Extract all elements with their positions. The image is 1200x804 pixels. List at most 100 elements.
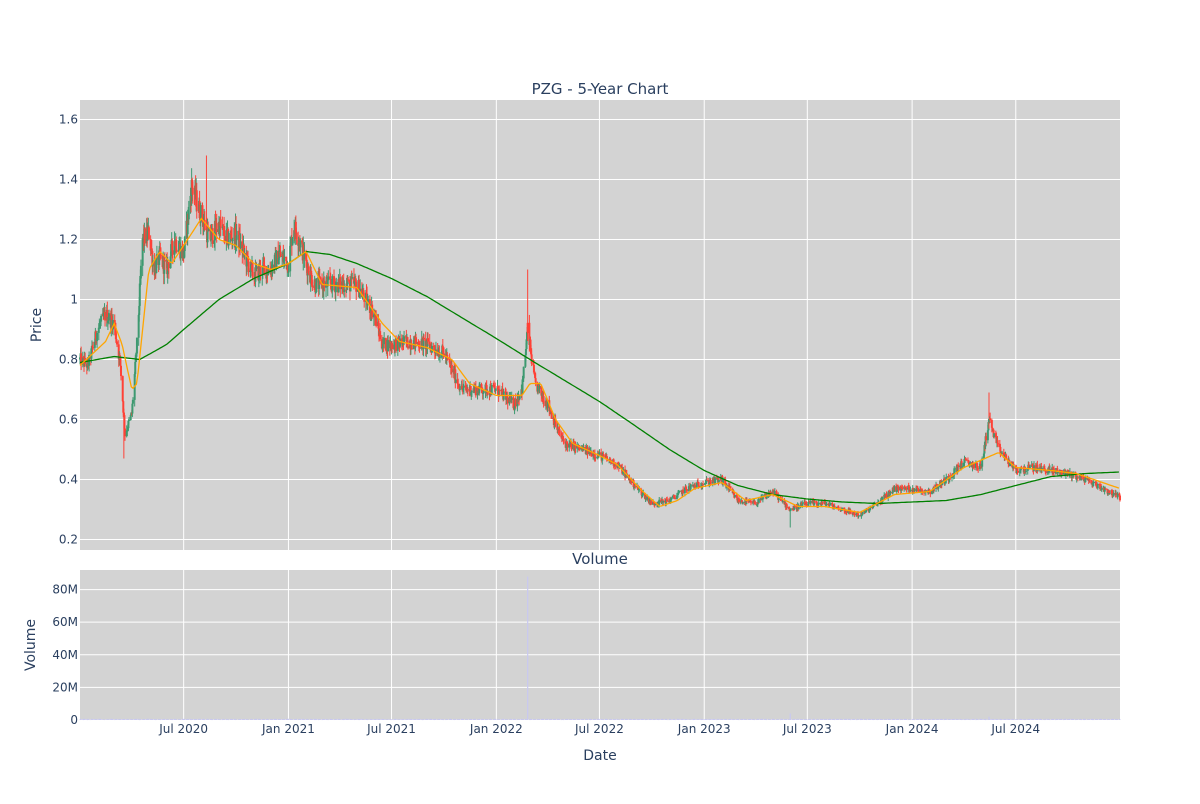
volume-bar <box>240 719 242 720</box>
volume-bar <box>435 718 437 720</box>
volume-bar <box>732 718 734 720</box>
volume-bar <box>197 718 200 720</box>
volume-bar <box>822 718 824 720</box>
volume-bar <box>220 719 222 720</box>
candle-body <box>532 363 535 366</box>
candle-body <box>705 479 708 483</box>
candle-body <box>318 276 321 278</box>
volume-bar <box>152 719 154 720</box>
candle-body <box>282 253 285 262</box>
candle-body <box>404 336 407 338</box>
candle-body <box>86 360 89 368</box>
candle-body <box>119 357 122 366</box>
candle-body <box>166 262 169 275</box>
candle-body <box>383 338 386 345</box>
candle-body <box>845 511 848 513</box>
price-panel: 0.2 0.4 0.6 0.8 1 1.2 1.4 1.6 PZG - 5-Year Char… <box>29 80 1121 550</box>
candle-body <box>437 354 440 356</box>
x-tick-label: Jan 2024 <box>885 722 939 736</box>
candle-body <box>397 336 400 342</box>
candle-body <box>736 497 739 501</box>
volume-bar <box>433 719 435 720</box>
candle-body <box>347 279 350 281</box>
candle-body <box>381 347 384 349</box>
candle-body <box>638 488 641 490</box>
candle-body <box>474 385 477 396</box>
volume-bar <box>610 719 612 720</box>
candle-body <box>94 331 97 340</box>
volume-bar <box>395 718 397 720</box>
candle-body <box>1092 482 1095 486</box>
candle-body <box>984 436 987 447</box>
candle-body <box>456 379 459 384</box>
candle-body <box>986 430 989 441</box>
volume-bar <box>212 719 214 720</box>
volume-bar <box>1065 718 1067 720</box>
volume-bar <box>985 718 987 720</box>
candle-body <box>540 386 543 396</box>
candle-body <box>303 252 306 259</box>
candle-body <box>98 324 101 328</box>
candle-body <box>506 396 509 404</box>
candle-body <box>486 391 489 394</box>
candle-body <box>462 387 465 390</box>
candle-body <box>116 341 119 345</box>
volume-bar <box>92 719 94 720</box>
volume-bar <box>738 719 740 721</box>
volume-bar <box>208 719 210 720</box>
candle-body <box>335 282 338 286</box>
volume-bar <box>543 718 545 720</box>
candle-body <box>1116 493 1119 498</box>
candle-body <box>108 313 111 321</box>
candle-body <box>355 281 358 292</box>
volume-bar <box>1081 719 1083 720</box>
candle-body <box>896 485 899 488</box>
candle-body <box>813 500 816 503</box>
candle-body <box>326 279 329 287</box>
candle-body <box>122 412 125 416</box>
candle-body <box>907 485 910 490</box>
candle-body <box>976 462 979 468</box>
candle-body <box>526 322 529 334</box>
candle-body <box>366 302 369 306</box>
volume-bar <box>523 719 525 720</box>
candle-body <box>93 341 96 348</box>
candle-body <box>968 462 971 465</box>
candle-body <box>458 388 461 390</box>
candle-body <box>781 498 784 502</box>
candle-body <box>884 494 887 498</box>
candle-body <box>601 455 604 461</box>
volume-bar <box>490 718 492 720</box>
volume-bar <box>566 718 569 720</box>
volume-bar <box>766 719 768 720</box>
candle-body <box>163 259 166 274</box>
candle-body <box>1027 464 1030 469</box>
volume-bar <box>885 719 888 720</box>
volume-bar <box>1113 719 1115 720</box>
candle-body <box>468 390 471 392</box>
volume-panel: 0 20M 40M 60M 80M Jul 2020 Jan 2021 Jul 2021 Ja… <box>23 550 1121 764</box>
volume-bar <box>782 719 784 720</box>
candle-body <box>286 262 289 273</box>
candle-body <box>254 267 257 282</box>
volume-bar <box>317 719 319 720</box>
candle-body <box>490 393 493 395</box>
volume-bar <box>1037 719 1039 720</box>
candle-body <box>170 244 173 257</box>
candle-body <box>314 281 317 292</box>
candle-body <box>104 312 107 321</box>
volume-bar <box>670 719 672 721</box>
candle-body <box>526 333 529 340</box>
volume-bar <box>929 719 931 720</box>
candle-body <box>1018 471 1021 473</box>
candle-body <box>217 229 220 233</box>
candle-body <box>457 384 460 387</box>
candle-body <box>861 512 864 515</box>
candle-body <box>426 338 429 342</box>
candle-body <box>261 265 264 275</box>
candle-body <box>1084 477 1087 479</box>
candle-body <box>289 245 292 272</box>
candle-body <box>106 320 109 323</box>
candle-body <box>501 388 504 393</box>
